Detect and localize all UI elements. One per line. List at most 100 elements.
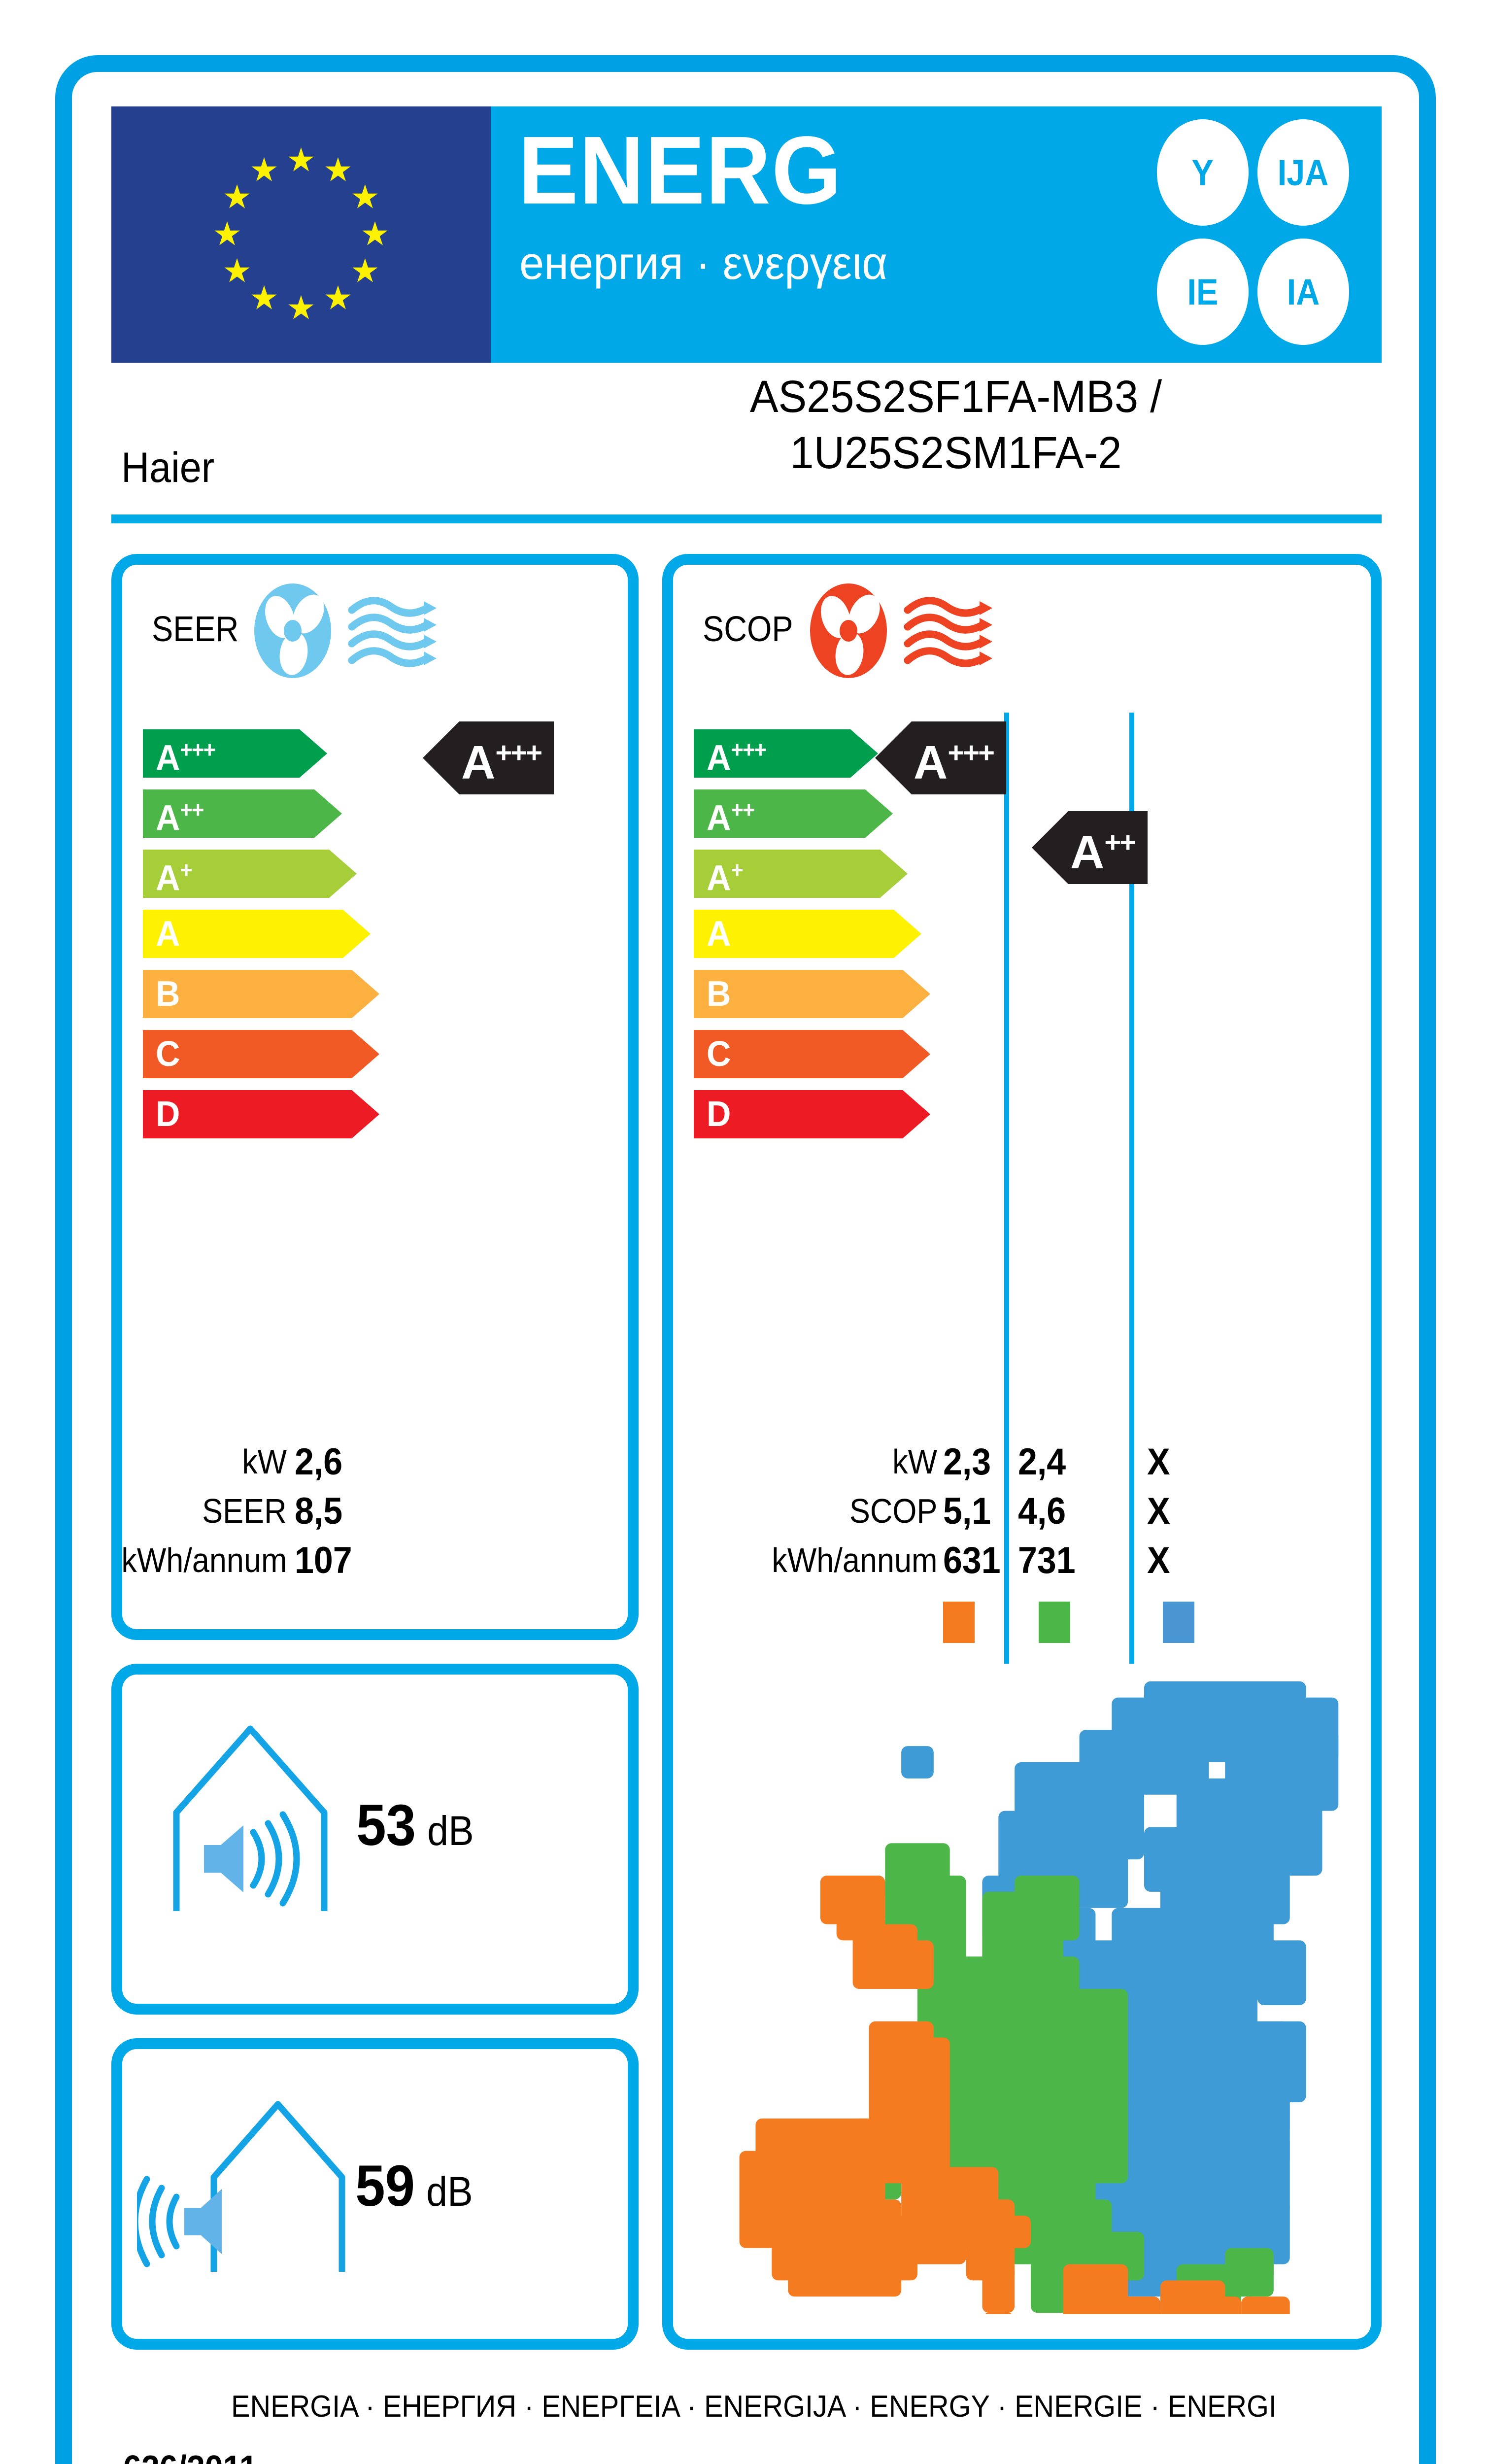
grade-arrow-body: D [143,1090,352,1138]
grade-arrow-body: A++ [694,789,865,838]
energ-banner: ENERG енергия · ενεργεια Y IJA IE IA [491,106,1382,363]
seer-value-label: SEER [202,1492,287,1530]
eu-star [214,221,240,245]
seer-value-number: 8,5 [295,1490,343,1532]
outdoor-noise-panel: 59 dB [111,2038,639,2350]
scop-title: SCOP [703,610,793,649]
grade-arrow-a: A [143,910,379,958]
map-zone-warmer [982,2313,1015,2345]
eu-star [224,184,250,208]
grade-arrow-label: D [156,1095,180,1134]
seer-values: kW 2,6 SEER 8,5 kWh/annum 107 [121,1437,628,1585]
seer-value-row: SEER 8,5 [122,1486,628,1536]
grade-arrow-b: B [694,970,930,1018]
grade-arrow-body: A+ [143,850,329,898]
grade-arrow-label: A+++ [156,736,216,778]
bubble-ija: IJA [1257,119,1349,226]
grade-arrow-body: A++ [143,789,314,838]
map-zone-warmer [1128,2313,1193,2345]
grade-arrow-d: D [143,1090,379,1138]
grade-arrow-label: A+ [156,856,193,898]
eu-star [352,184,378,208]
grade-arrow-tip [850,729,878,778]
grade-arrow-label: A [156,914,180,954]
map-zone-average [1047,2199,1112,2264]
eu-star [362,221,388,245]
scop-value-label: SCOP [849,1492,937,1530]
grade-arrow-body: B [694,970,903,1018]
map-zone-average [1225,2248,1274,2297]
grade-arrow-a3: A+++ [694,729,930,778]
energ-subtitle: енергия · ενεργεια [519,237,888,289]
grade-arrow-a1: A+ [143,850,379,898]
rating-arrow-notch [423,721,459,794]
eu-star [352,258,378,282]
label-header: ENERG енергия · ενεργεια Y IJA IE IA [111,106,1382,363]
seer-rating-arrow: A+++ [423,721,554,794]
climate-swatch-colder [1163,1602,1194,1643]
climate-swatch-average [1039,1602,1070,1643]
brand-name: Haier [121,444,215,491]
grade-arrow-body: A+++ [143,729,300,778]
scop-value-colder: 4,6 [1018,1490,1066,1532]
eu-star [251,285,277,309]
grade-arrow-a2: A++ [143,789,379,838]
map-zone-warmer [788,2231,902,2297]
energ-wordmark: ENERG [518,116,843,224]
map-zone-colder [1241,2021,1306,2102]
scop-value-colder: 2,4 [1018,1440,1066,1483]
rating-arrow-body: A+++ [912,721,1006,794]
outdoor-noise-unit: dB [426,2168,473,2215]
outdoor-noise-value: 59 dB [353,2153,475,2220]
grade-arrow-tip [903,970,930,1018]
grade-arrow-b: B [143,970,379,1018]
eu-star [288,147,314,171]
rating-arrow-notch [1032,811,1068,884]
rating-arrow-body: A+++ [459,721,554,794]
scop-rating-text-2: A++ [1070,826,1136,879]
scop-rating-arrow-colder: A++ [1032,811,1148,884]
map-zone-warmer [885,2248,917,2281]
seer-value-label: kWh/annum [121,1541,287,1579]
model-line-2: 1U25S2SM1FA-2 [790,428,1122,478]
climate-swatch-warmer [943,1602,975,1643]
regulation-number: 626/2011 [123,2448,258,2464]
scop-value-row: kWh/annum 631 731 X [673,1536,1371,1585]
grade-arrow-tip [880,850,908,898]
map-zone-warmer [1192,2296,1242,2329]
europe-climate-zones-map [691,1664,1371,2345]
grade-arrow-body: C [143,1030,352,1078]
eu-star [251,157,277,181]
grade-arrow-body: A [694,910,894,958]
grade-arrow-d: D [694,1090,930,1138]
eu-star [325,157,351,181]
grade-arrow-label: B [156,974,180,1014]
bubble-y: Y [1157,119,1249,226]
indoor-noise-panel: 53 dB [111,1664,639,2015]
scop-value-average: 5,1 [943,1490,991,1532]
grade-arrow-body: C [694,1030,903,1078]
eu-flag [111,106,491,363]
grade-arrow-tip [865,789,893,838]
scop-rating-text-1: A+++ [914,736,995,789]
grade-arrow-label: C [156,1034,180,1074]
grade-arrow-label: D [707,1095,731,1134]
map-zone-colder [901,1746,934,1779]
fan-cooling-icon [250,582,507,680]
footer-language-list: ENERGIA · ЕНЕРГИЯ · ΕΝΕΡΓΕΙΑ · ENERGIJA … [231,2390,1277,2424]
grade-arrow-label: A+++ [707,736,767,778]
scop-value-label: kWh/annum [771,1541,937,1579]
grade-arrow-label: A+ [707,856,744,898]
scop-value-row: SCOP 5,1 4,6 X [673,1486,1371,1536]
grade-arrow-a3: A+++ [143,729,379,778]
scop-value-colder: 731 [1018,1539,1076,1581]
grade-arrow-label: B [707,974,731,1014]
rating-arrow-body: A++ [1068,811,1148,884]
fan-heating-icon [806,582,1062,680]
scop-value-average: 631 [943,1539,1001,1581]
grade-arrow-tip [329,850,357,898]
scop-value-label: kW [892,1442,937,1481]
grade-arrow-c: C [143,1030,379,1078]
bubble-ie: IE [1157,239,1249,345]
